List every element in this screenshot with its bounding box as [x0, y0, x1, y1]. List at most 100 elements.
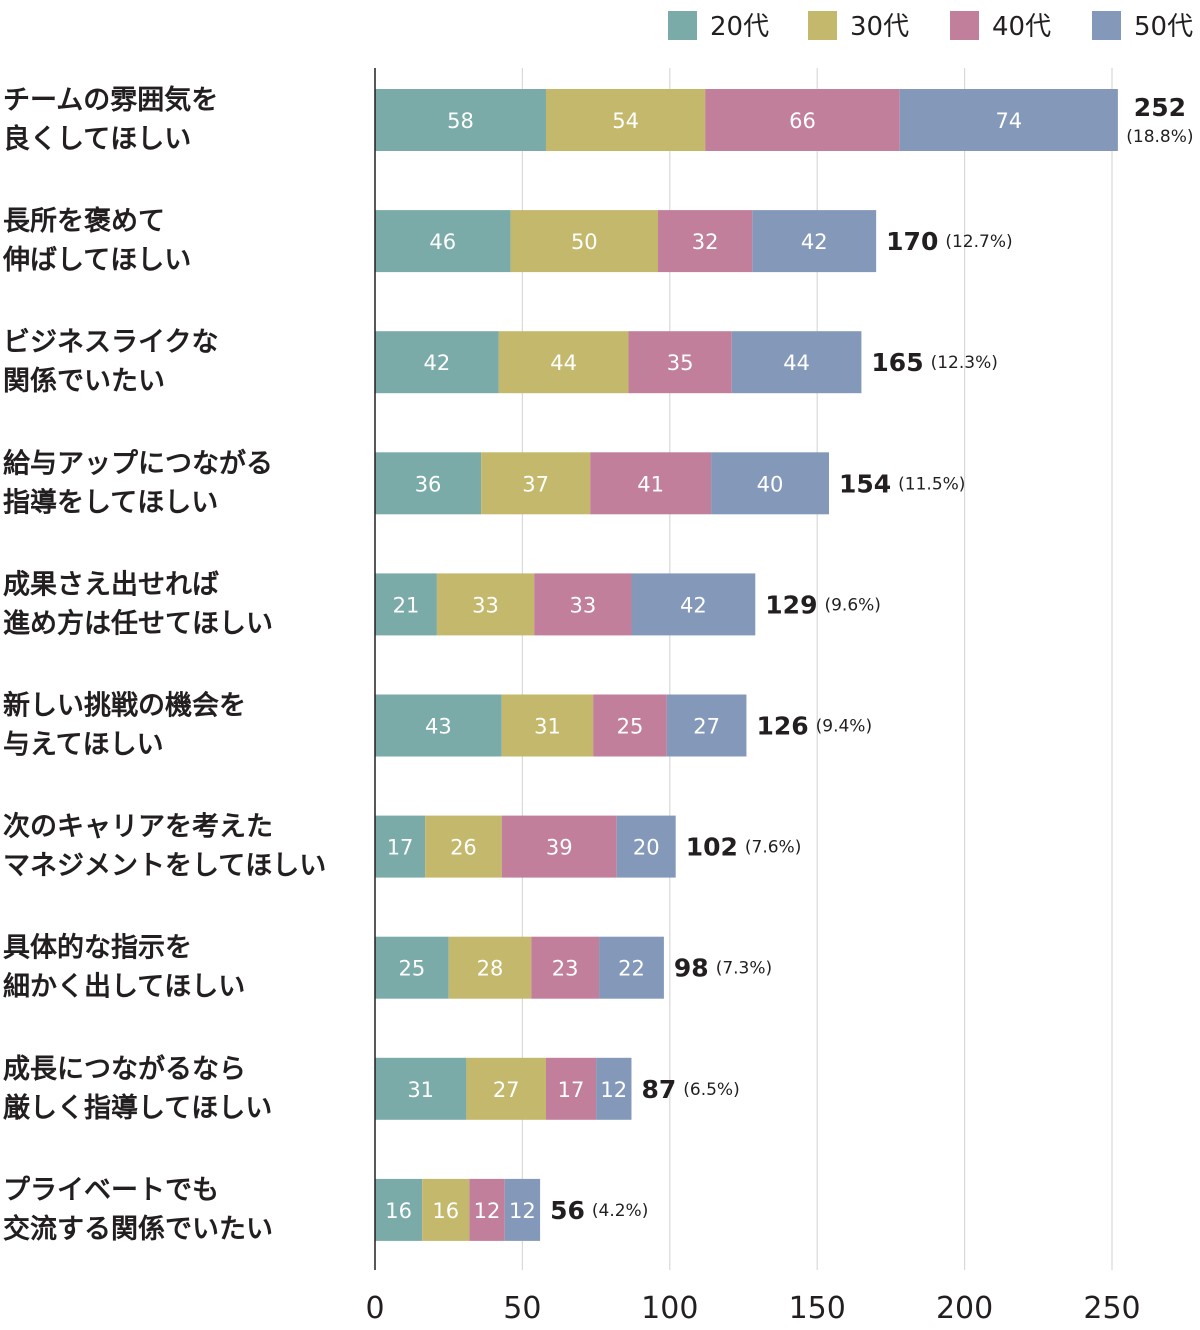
- bar-total-label: 170: [886, 227, 938, 256]
- bar-segment-label: 43: [425, 715, 452, 739]
- bar-segment-label: 50: [571, 230, 598, 254]
- bar-segment: [510, 210, 659, 273]
- bar-segment-label: 16: [432, 1199, 459, 1223]
- bar-percent-label: (9.6%): [824, 595, 880, 615]
- bar-segment: [599, 936, 664, 999]
- legend-swatch: [668, 11, 697, 40]
- bar-segment-label: 20: [633, 836, 660, 860]
- bar-segment-label: 23: [552, 957, 579, 981]
- bar-segment: [375, 331, 499, 394]
- bar-segment-label: 44: [550, 351, 577, 375]
- bar-segment-label: 17: [558, 1078, 585, 1102]
- category-label: 給与アップにつながる: [3, 447, 273, 479]
- bar-segment-label: 21: [393, 593, 420, 617]
- bar-segment-label: 42: [801, 230, 828, 254]
- bar-segment-label: 12: [474, 1199, 501, 1223]
- category-label: 厳しく指導してほしい: [3, 1092, 272, 1124]
- bar-segment-label: 26: [450, 836, 477, 860]
- bar-segment: [711, 452, 829, 515]
- bar-segment: [545, 89, 706, 151]
- bar-percent-label: (7.3%): [716, 959, 772, 979]
- legend-label: 50代: [1134, 12, 1193, 42]
- category-label: ビジネスライクな: [3, 327, 218, 358]
- bar-percent-label: (12.7%): [945, 232, 1012, 252]
- bar-segment: [899, 89, 1118, 151]
- bar-total-label: 126: [756, 712, 808, 741]
- bar-segment-label: 36: [415, 472, 442, 496]
- bar-total-label: 102: [686, 833, 738, 862]
- bar-segment-label: 58: [447, 109, 474, 133]
- bar-segment: [466, 1057, 546, 1120]
- bar-segment-label: 17: [387, 836, 414, 860]
- category-label: プライベートでも: [3, 1175, 219, 1206]
- bar-segment-label: 39: [546, 836, 573, 860]
- chart-legend: 20代 30代 40代 50代: [668, 11, 1193, 42]
- bar-segment: [375, 89, 546, 151]
- bar-percent-label: (9.4%): [816, 717, 872, 737]
- bar-segment-label: 40: [757, 472, 784, 496]
- bar-segment: [593, 694, 667, 757]
- bar-segment: [498, 331, 629, 394]
- category-labels: チームの雰囲気を良くしてほしい長所を褒めて伸ばしてほしいビジネスライクな関係でい…: [2, 84, 326, 1245]
- category-label: 細かく出してほしい: [3, 972, 245, 1003]
- bar-segment: [705, 89, 900, 151]
- bar-segment-label: 31: [407, 1078, 434, 1102]
- bar-percent-label: (12.3%): [931, 353, 998, 373]
- bar-segment: [375, 1178, 423, 1241]
- bar-segment: [469, 1178, 505, 1241]
- bar-total-label: 98: [674, 954, 709, 983]
- category-label: 具体的な指示を: [3, 932, 192, 964]
- bar-segment-label: 33: [472, 593, 499, 617]
- bar-total-label: 165: [871, 348, 923, 377]
- legend-swatch: [950, 11, 979, 40]
- x-tick-label: 100: [641, 1291, 698, 1326]
- bar-segment-label: 27: [693, 715, 720, 739]
- bar-segment: [628, 331, 732, 394]
- bar-segment-label: 37: [522, 472, 549, 496]
- bar-segment: [436, 573, 535, 636]
- bar-segment: [531, 936, 600, 999]
- x-tick-label: 200: [936, 1291, 993, 1326]
- bar-segment-label: 22: [618, 957, 645, 981]
- bar-segment-label: 33: [569, 593, 596, 617]
- category-label: 成長につながるなら: [3, 1053, 246, 1085]
- bar-segment-label: 16: [385, 1199, 412, 1223]
- bar-percent-label: (11.5%): [898, 474, 965, 494]
- bar-segment: [616, 815, 676, 878]
- bar-segment-label: 35: [667, 351, 694, 375]
- bar-total-label: 129: [765, 590, 817, 619]
- bar-percent-label: (4.2%): [592, 1201, 648, 1221]
- bar-segment: [448, 936, 532, 999]
- bar-total-label: 252: [1134, 93, 1186, 122]
- bar-segment-label: 31: [534, 715, 561, 739]
- bar-segment: [375, 815, 426, 878]
- bar-segment: [590, 452, 712, 515]
- bar-segment-label: 12: [509, 1199, 536, 1223]
- bar-segment-label: 66: [789, 109, 816, 133]
- category-label: マネジメントをしてほしい: [3, 851, 326, 882]
- bar-segment: [631, 573, 756, 636]
- bar-total-label: 56: [550, 1196, 585, 1225]
- bar-segment: [481, 452, 591, 515]
- bar-segment-label: 12: [600, 1078, 627, 1102]
- legend-label: 40代: [992, 12, 1051, 42]
- bar-segment-label: 74: [995, 109, 1022, 133]
- x-tick-label: 0: [365, 1291, 384, 1326]
- bar-total-label: 87: [641, 1075, 676, 1104]
- legend-swatch: [1092, 11, 1121, 40]
- category-label: 伸ばしてほしい: [2, 245, 191, 276]
- category-label: チームの雰囲気を: [3, 84, 218, 116]
- legend-swatch: [808, 11, 837, 40]
- bar-segment: [375, 936, 449, 999]
- bar-segment: [375, 694, 502, 757]
- legend-label: 30代: [850, 12, 909, 42]
- bar-percent-label: (6.5%): [683, 1080, 739, 1100]
- bar-segment-label: 28: [477, 957, 504, 981]
- bar-segment: [504, 1178, 541, 1241]
- category-label: 良くしてほしい: [3, 123, 191, 155]
- category-label: 交流する関係でいたい: [3, 1213, 273, 1245]
- bar-segment-label: 46: [429, 230, 456, 254]
- bar-segment: [731, 331, 862, 394]
- bar-segment: [375, 573, 437, 636]
